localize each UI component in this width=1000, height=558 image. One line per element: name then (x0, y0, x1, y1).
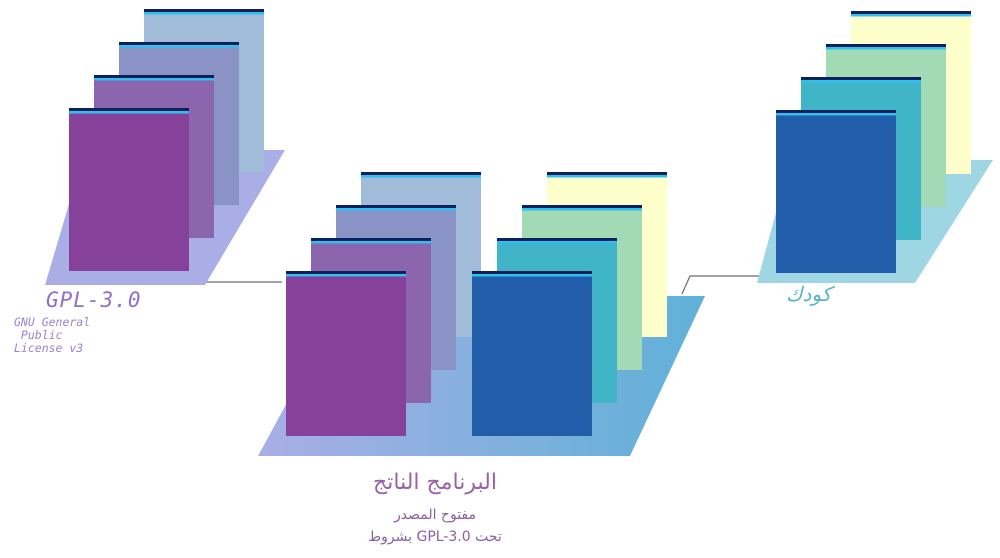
result-license-card-2-top-bar (311, 238, 431, 241)
code-card-2-accent-bar (801, 80, 921, 83)
result-code-card-2-top-bar (497, 238, 617, 241)
code-card-1-top-bar (776, 110, 896, 113)
result-license-card-1-accent-bar (286, 274, 406, 277)
code-connector-line (681, 275, 760, 295)
code-card-3-accent-bar (826, 47, 946, 50)
result-code-card-2-accent-bar (497, 241, 617, 244)
result-code-card-4-top-bar (547, 172, 667, 175)
result-subtitle-line2: تحت GPL-3.0 بشروط (368, 529, 502, 545)
result-code-card-4-accent-bar (547, 175, 667, 178)
result-code-card-3-accent-bar (522, 208, 642, 211)
code-label: كودك (786, 282, 832, 306)
code-card-4-accent-bar (851, 14, 971, 17)
result-license-card-2-accent-bar (311, 241, 431, 244)
license-card-3-accent-bar (119, 45, 239, 48)
result-code-card-3-top-bar (522, 205, 642, 208)
license-card-2-accent-bar (94, 78, 214, 81)
result-code-card-1 (472, 271, 592, 436)
license-card-stack (69, 9, 264, 271)
code-card-1-accent-bar (776, 113, 896, 116)
license-card-3-top-bar (119, 42, 239, 45)
license-subtitle: GNU General Public License v3 (14, 315, 91, 355)
license-card-2-top-bar (94, 75, 214, 78)
code-card-2-top-bar (801, 77, 921, 80)
result-license-card-stack (286, 172, 481, 436)
result-license-card-3-top-bar (336, 205, 456, 208)
result-license-card-1 (286, 271, 406, 436)
result-license-card-4-top-bar (361, 172, 481, 175)
license-title: GPL-3.0 (46, 288, 142, 312)
result-license-card-4-accent-bar (361, 175, 481, 178)
code-card-stack (776, 11, 971, 273)
license-card-1-accent-bar (69, 111, 189, 114)
license-card-4-top-bar (144, 9, 264, 12)
code-card-3-top-bar (826, 44, 946, 47)
result-code-card-stack (472, 172, 667, 436)
license-card-1 (69, 108, 189, 271)
result-license-card-3-accent-bar (336, 208, 456, 211)
result-code-card-1-top-bar (472, 271, 592, 274)
result-license-card-1-top-bar (286, 271, 406, 274)
license-card-1-top-bar (69, 108, 189, 111)
license-card-4-accent-bar (144, 12, 264, 15)
result-title: البرنامج الناتج (373, 470, 497, 495)
code-card-4-top-bar (851, 11, 971, 14)
result-code-card-1-accent-bar (472, 274, 592, 277)
result-subtitle-line1: مفتوح المصدر (393, 507, 477, 523)
code-card-1 (776, 110, 896, 273)
